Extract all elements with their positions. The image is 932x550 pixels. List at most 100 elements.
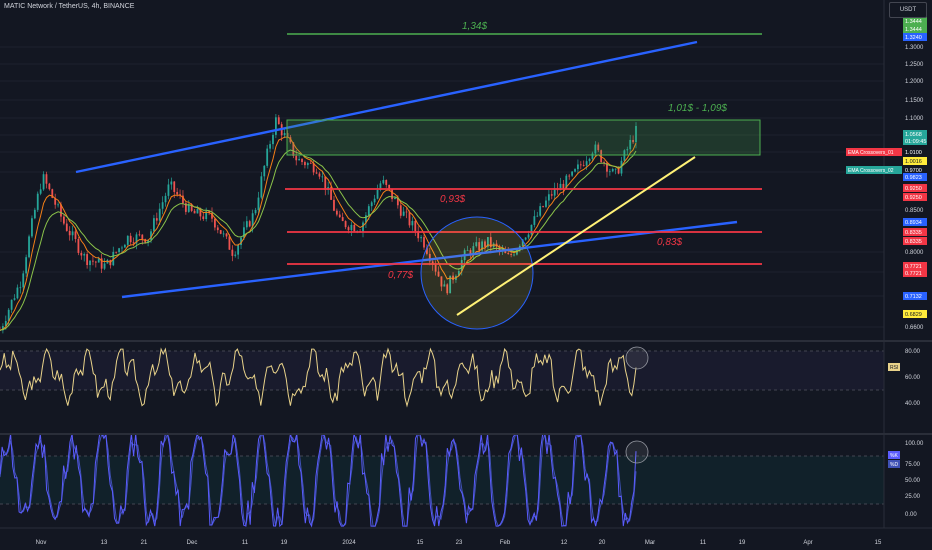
candle-body — [472, 246, 475, 256]
price-tag-bg — [903, 237, 927, 245]
rsi-tag-bg — [888, 363, 900, 371]
price-tag: 0.8335 — [903, 237, 927, 245]
candle-body — [597, 144, 600, 151]
candle-body — [60, 204, 62, 217]
candle-body — [257, 197, 260, 210]
price-axis[interactable]: 1.30001.25001.20001.15001.10001.05001.00… — [846, 17, 927, 331]
candle-body — [141, 234, 144, 240]
ascending-trendline[interactable] — [456, 156, 696, 316]
candle-body — [611, 169, 614, 172]
price-tag-bg — [903, 137, 927, 145]
currency-button[interactable]: USDT — [889, 2, 927, 18]
candle-body — [45, 174, 48, 184]
candle-body — [623, 150, 626, 161]
price-tick-label: 1.3000 — [905, 45, 924, 51]
candle-body — [324, 176, 327, 190]
candle-body — [469, 250, 472, 256]
candle-body — [449, 275, 452, 294]
candle-body — [510, 254, 513, 255]
target-zone-box[interactable] — [286, 119, 761, 156]
candle-body — [385, 180, 388, 185]
candle-body — [164, 195, 167, 203]
candle-body — [588, 158, 591, 162]
candle-body — [71, 231, 74, 236]
candle-body — [539, 206, 542, 216]
channel-upper-line[interactable] — [75, 40, 698, 174]
time-tick-label: 19 — [739, 540, 746, 546]
candle-body — [260, 176, 263, 198]
price-tag-bg — [903, 157, 927, 165]
candle-body — [606, 162, 608, 172]
price-tag-text: 1.0568 — [905, 132, 922, 138]
rsi-highlight-circle[interactable] — [625, 346, 649, 370]
candle-body — [77, 239, 80, 253]
candle-body — [420, 237, 422, 239]
price-tag-bg — [903, 269, 927, 277]
rsi-axis[interactable]: 80.00 60.00 40.00 RSI — [888, 349, 921, 407]
candle-body — [219, 230, 222, 234]
price-tag-text: 0.7132 — [905, 294, 922, 300]
candle-body — [388, 184, 391, 189]
ema-fast-line — [0, 136, 637, 331]
candle-body — [33, 209, 36, 219]
candle-body — [42, 174, 45, 190]
price-tag: 1.0016 — [903, 157, 927, 165]
candle-body — [594, 144, 597, 154]
candle-body — [118, 248, 120, 253]
candle-body — [97, 258, 100, 263]
stoch-highlight-circle[interactable] — [625, 440, 649, 464]
candle-body — [362, 222, 364, 233]
candle-body — [83, 254, 86, 256]
price-tick-label: 1.2500 — [905, 62, 924, 68]
candle-body — [286, 133, 289, 138]
candle-body — [614, 168, 617, 170]
stoch-pane — [0, 432, 884, 528]
candle-body — [10, 299, 13, 310]
price-tag: 1.3444 — [903, 25, 927, 33]
price-tag-text: 0.7721 — [905, 271, 922, 277]
time-tick-label: 2024 — [342, 540, 356, 546]
chart-drawings[interactable]: 1,34$ 1,01$ - 1,09$ 0,93$ 0,83$ 0,77$ — [75, 21, 762, 330]
price-tag-bg — [903, 218, 927, 226]
price-tag-text: 01:09:45 — [905, 139, 926, 145]
stoch-tick-label: 50.00 — [905, 478, 921, 484]
accumulation-circle[interactable] — [420, 216, 534, 330]
candle-body — [202, 216, 205, 220]
candle-body — [74, 231, 77, 240]
candle-body — [585, 161, 588, 166]
time-tick-label: Feb — [500, 540, 511, 546]
candle-body — [379, 183, 382, 190]
candle-body — [103, 263, 106, 269]
time-tick-label: 12 — [561, 540, 568, 546]
stoch-background — [0, 436, 884, 526]
channel-lower-line[interactable] — [121, 220, 738, 299]
candle-body — [54, 197, 57, 205]
stoch-tick-label: 25.00 — [905, 494, 921, 500]
ema-legend-tag: EMA Crossovers_02 — [846, 166, 902, 174]
candle-body — [527, 234, 530, 238]
candle-body — [330, 187, 332, 200]
stoch-axis[interactable]: 100.00 75.00 50.00 25.00 0.00 %K %D — [888, 441, 924, 518]
candle-body — [89, 260, 91, 266]
price-tag-bg — [903, 130, 927, 138]
candle-body — [211, 212, 213, 219]
price-tag: 0.6829 — [903, 310, 927, 318]
candle-body — [16, 287, 19, 299]
candle-body — [92, 260, 94, 262]
candle-body — [126, 235, 129, 245]
candle-body — [565, 175, 568, 190]
price-tag: 1.3444 — [903, 17, 927, 25]
time-axis[interactable]: Nov 13 21 Dec 11 19 2024 15 23 Feb 12 20 Mar 11 19 Apr 1… — [36, 540, 882, 546]
candle-body — [272, 134, 274, 145]
candle-body — [205, 211, 208, 220]
candle-body — [155, 218, 158, 221]
candle-body — [608, 171, 611, 173]
candle-body — [396, 198, 399, 206]
candle-body — [289, 137, 292, 143]
candle-body — [365, 215, 367, 223]
candle-body — [513, 254, 515, 256]
candle-body — [199, 208, 202, 217]
ema-legend-bg — [846, 148, 902, 156]
candle-body — [353, 224, 356, 232]
